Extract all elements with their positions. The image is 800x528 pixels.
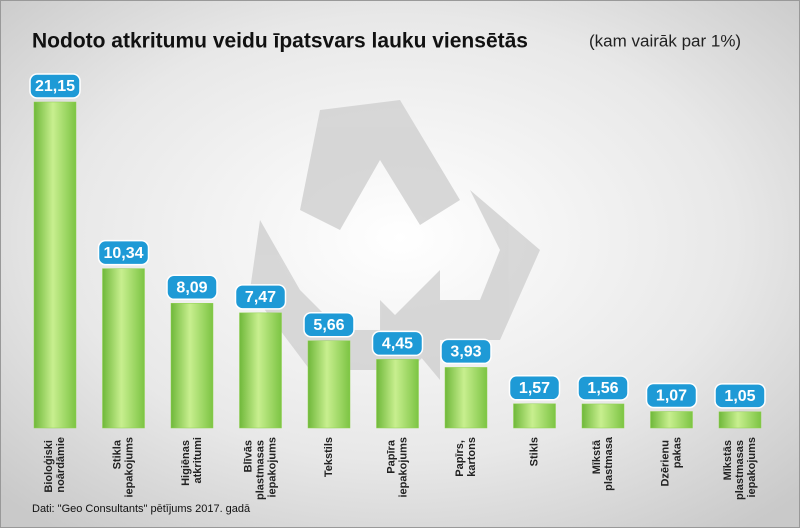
- x-tick-label: Tekstils: [323, 437, 335, 477]
- bar: [444, 367, 488, 429]
- bar: [581, 403, 625, 429]
- value-label-box: [577, 375, 629, 401]
- value-label-box: [29, 73, 81, 99]
- value-label: 1,05: [724, 388, 755, 405]
- value-label: 1,57: [519, 380, 550, 397]
- value-label: 8,09: [176, 280, 207, 297]
- source-note: Dati: "Geo Consultants" pētījums 2017. g…: [32, 503, 251, 515]
- x-tick-label: Mīkstās plastmasas iepakojums: [722, 437, 758, 500]
- value-label-box: [166, 274, 218, 301]
- bar: [307, 340, 351, 429]
- chart-subtitle: (kam vairāk par 1%): [589, 31, 741, 50]
- value-label: 3,93: [450, 344, 481, 361]
- x-tick-label: Bioloģiski noārdāmie: [42, 437, 67, 493]
- x-tick-label: Papīra iepakojums: [385, 437, 409, 498]
- value-label: 1,56: [587, 380, 618, 397]
- value-label-box: [97, 239, 150, 266]
- bar: [33, 101, 77, 429]
- bar: [102, 268, 145, 429]
- value-label: 21,15: [35, 78, 75, 95]
- value-label-box: [440, 338, 492, 365]
- x-tick-label: Higiēnas atkritumi: [180, 437, 204, 486]
- bar: [170, 303, 214, 429]
- bar: [513, 403, 556, 429]
- x-tick-label: Stikls: [528, 437, 540, 466]
- value-label: 7,47: [245, 289, 276, 306]
- bar: [376, 359, 419, 429]
- x-tick-label: Stikla iepakojums: [111, 437, 135, 498]
- chart-title: Nodoto atkritumu veidu īpatsvars lauku v…: [32, 30, 528, 53]
- x-tick-label: Papīrs, kartons: [454, 437, 478, 477]
- bar: [239, 312, 282, 429]
- x-tick-label: Blīvās plastmasas iepakojums: [242, 437, 278, 500]
- value-label-box: [234, 284, 287, 310]
- value-label-box: [303, 312, 355, 338]
- value-label: 4,45: [382, 336, 413, 353]
- bar: [650, 411, 693, 429]
- bar: [718, 411, 762, 429]
- value-label: 1,07: [656, 388, 687, 405]
- value-label: 10,34: [103, 245, 143, 262]
- value-label-box: [371, 330, 424, 357]
- value-label-box: [645, 382, 698, 409]
- value-label-box: [508, 375, 561, 401]
- x-tick-label: Mīkstā plastmasa: [591, 436, 615, 491]
- value-label: 5,66: [313, 317, 344, 334]
- value-label-box: [714, 383, 766, 409]
- x-tick-label: Dzērienu pakas: [659, 437, 683, 487]
